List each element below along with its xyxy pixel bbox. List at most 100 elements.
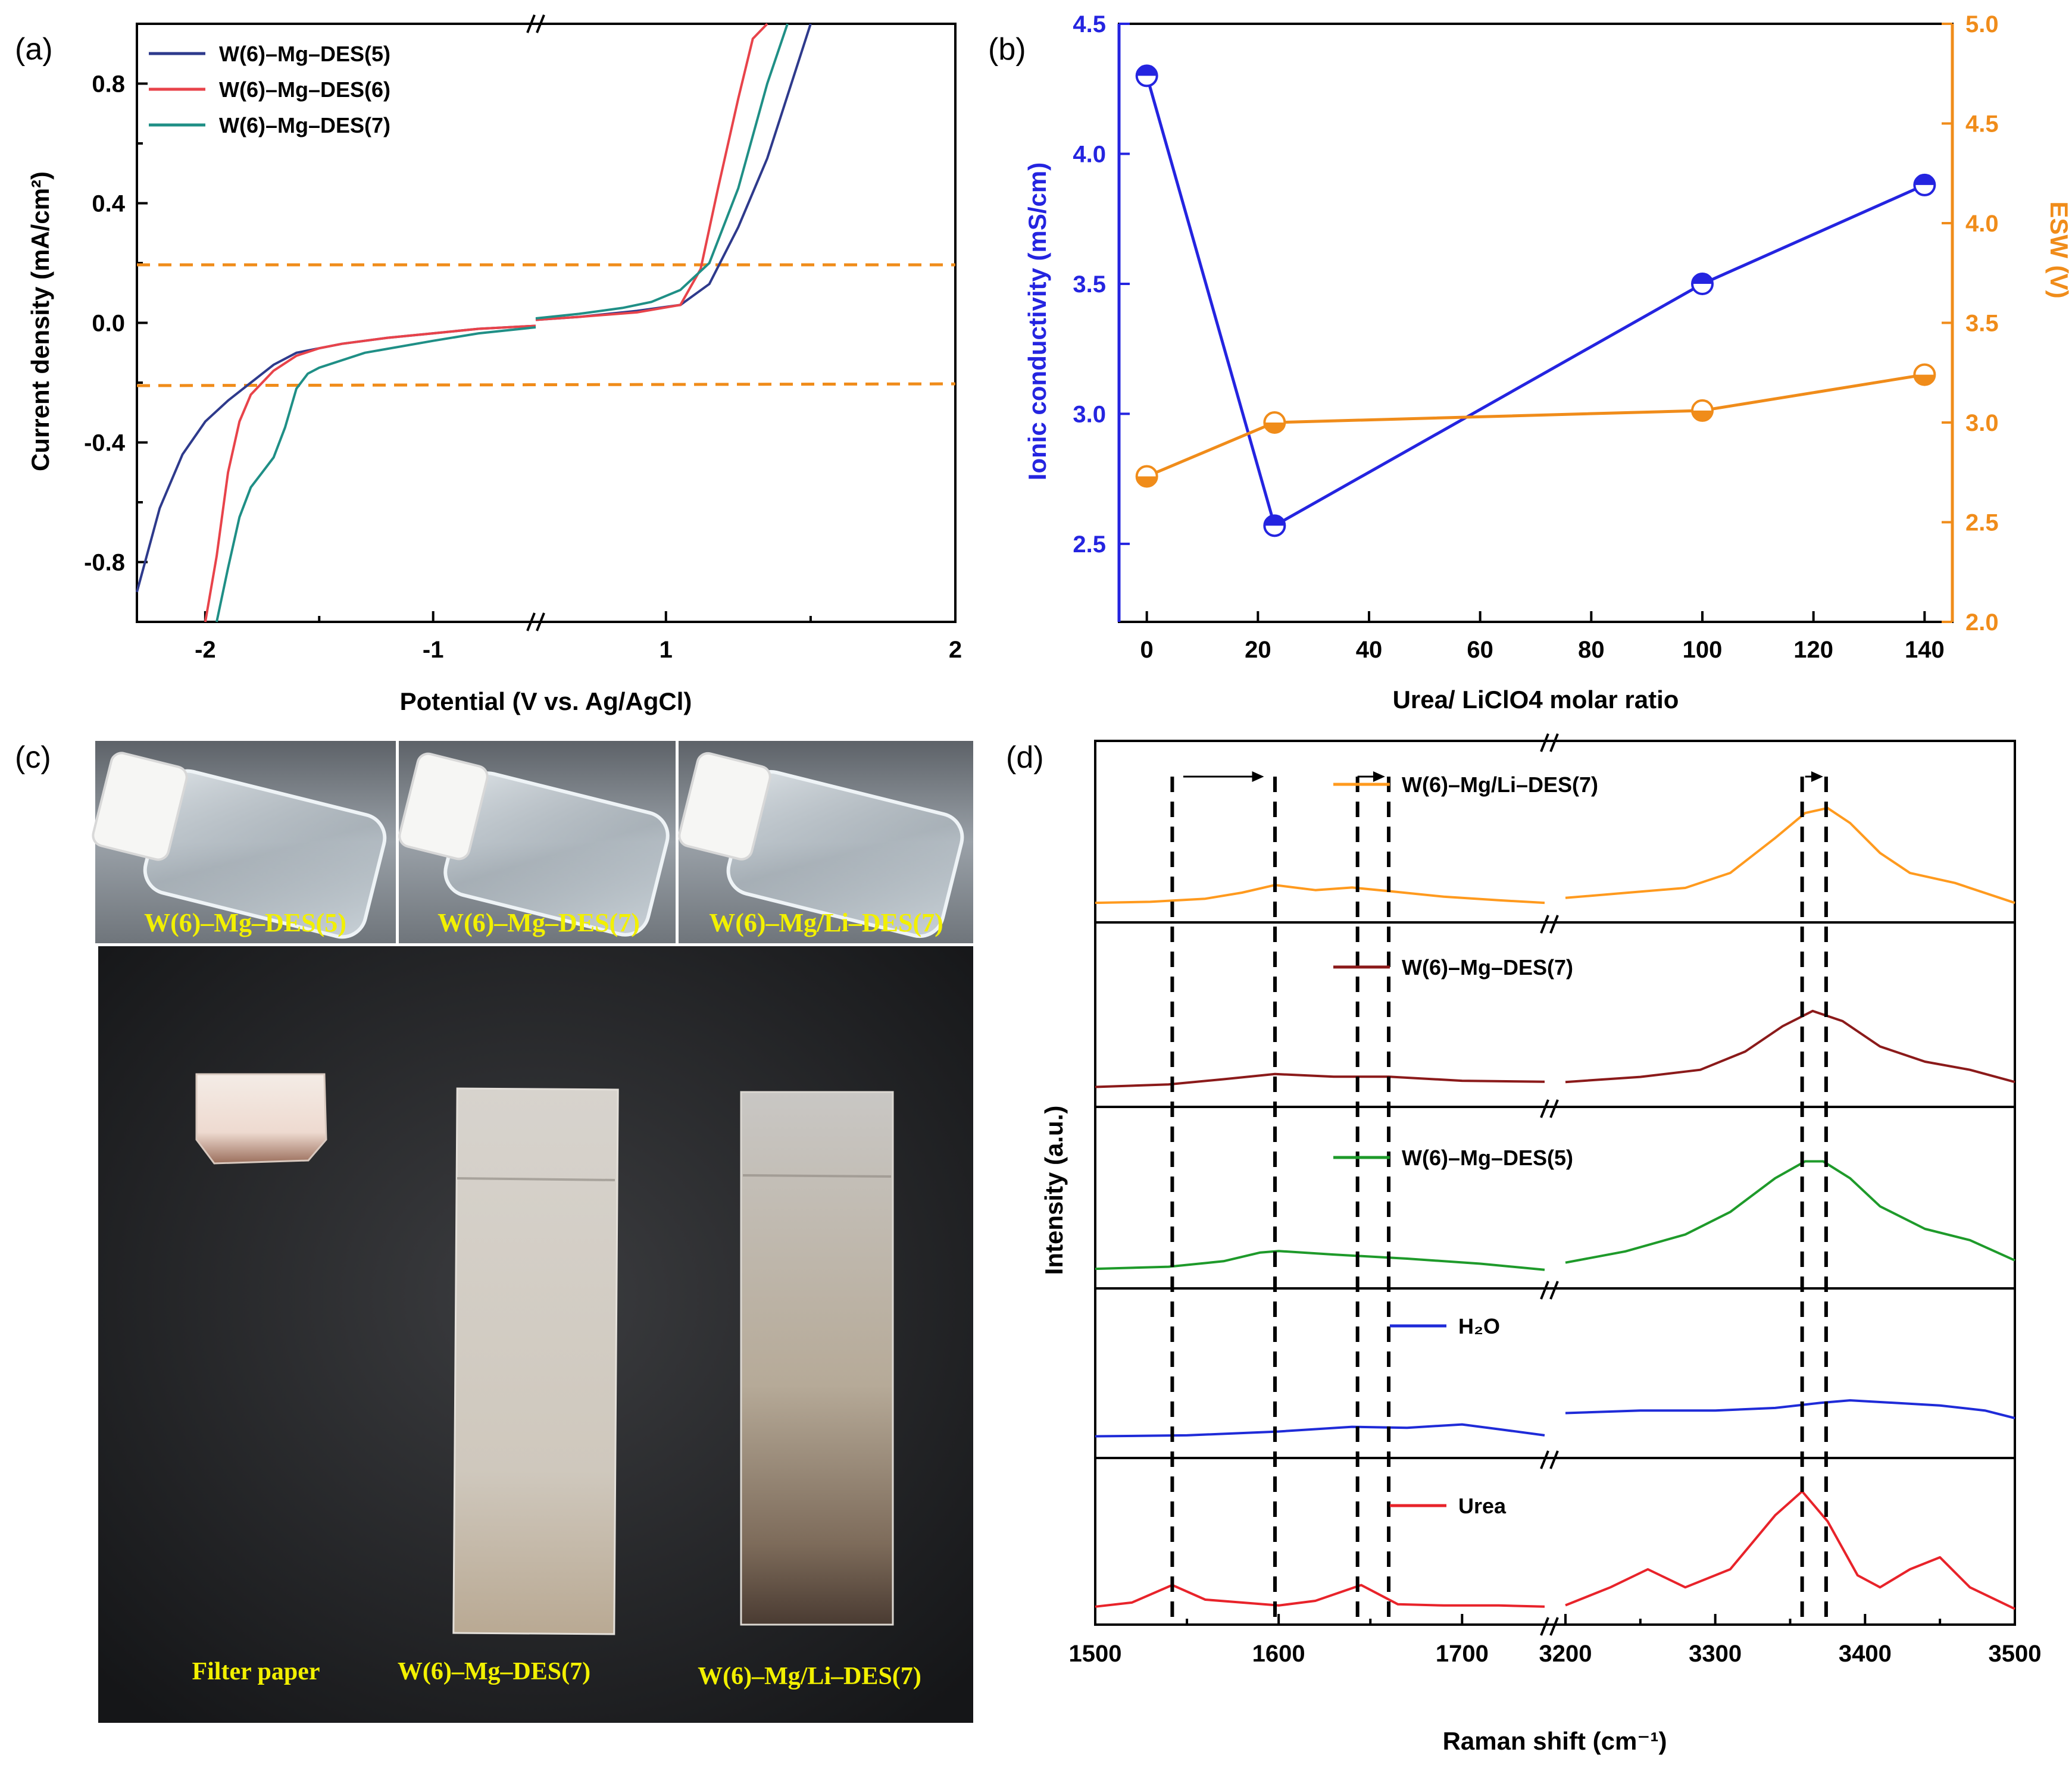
strip-label-mg-des7: W(6)–Mg–DES(7) [398,1658,590,1685]
panel-b-x-tick-label: 0 [1140,637,1154,663]
panel-d-break-mark [1549,915,1559,934]
panel-d-shift-arrows [1183,771,1823,782]
panel-b-marker [1691,399,1714,422]
panel-a-threshold-lower [136,382,956,387]
vial-label-3: W(6)–Mg/Li–DES(7) [709,908,943,937]
panel-d-series-label: W(6)–Mg–DES(7) [1402,955,1573,980]
panel-b-series-line-2 [1146,373,1925,478]
panel-d-ylabel: Intensity (a.u.) [1040,1106,1068,1275]
panel-b-y-axis-right: 2.0 2.5 3.0 3.5 4.0 4.5 5.0 [1942,11,1999,636]
panel-d-series-2-left [1095,1072,1545,1088]
panel-letter-a: (a) [15,32,53,67]
panel-d-series-2-right [1565,1009,2015,1084]
panel-b-marker [1263,514,1286,537]
panel-b-left-tick-label: 3.5 [1073,271,1106,298]
panel-b-x-axis: 0 20 40 60 80 100 120 140 [1140,611,1945,663]
panel-d-frame [1094,740,2016,1626]
panel-a-legend-label: W(6)–Mg–DES(7) [219,113,390,137]
panel-b-left-tick-label: 4.0 [1073,141,1106,167]
panel-d-x-tick-label: 3300 [1689,1641,1742,1667]
panel-a-legend: W(6)–Mg–DES(5) W(6)–Mg–DES(6) W(6)–Mg–DES(… [149,42,390,137]
panel-d-break-mark [1540,1281,1549,1300]
strip-label-mg-li-des7: W(6)–Mg/Li–DES(7) [698,1663,921,1690]
panel-d-break-mark [1540,1617,1549,1636]
panel-b-right-tick-label: 2.5 [1965,510,1999,536]
strip-mg-des7 [452,1087,619,1635]
panel-a-series [136,23,812,622]
panel-b-right-tick-label: 3.0 [1965,410,1999,436]
panel-b-xlabel: Urea/ LiClO4 molar ratio [1393,686,1679,714]
panel-b-frame [1118,23,1954,623]
panel-b-right-tick-label: 4.0 [1965,211,1999,237]
panel-d-series-label: W(6)–Mg/Li–DES(7) [1402,772,1598,797]
vial-photo-2: W(6)–Mg–DES(7) [398,741,676,943]
panel-b-marker [1913,363,1936,386]
panel-a-y-tick-label: 0.8 [92,71,125,98]
panel-a-y-tick-label: -0.8 [84,550,125,576]
panel-d-x-tick-label: 1700 [1436,1641,1489,1667]
panel-d-shift-arrow [1357,771,1385,782]
panel-d-series-label: Urea [1458,1494,1507,1518]
panel-a-x-tick-label: -2 [195,637,216,663]
panel-d-dashed-markers [1170,777,1828,1625]
panel-d-x-tick-label: 3500 [1989,1641,2042,1667]
panel-b-series [1135,64,1936,537]
panel-d-shift-arrow [1183,771,1264,782]
panel-a-break-bot-2 [536,612,545,631]
panel-a-cv-chart: -0.8-0.40.00.40.8 -2 -1 1 2 W(6)–Mg–DES(5)W… [26,14,962,715]
panel-b-right-tick-label: 5.0 [1965,11,1999,37]
panel-d-axis-breaks [1540,733,1559,1636]
panel-d-break-mark [1549,1281,1559,1300]
panel-b-left-tick-label: 4.5 [1073,11,1106,37]
panel-a-break-top-2 [536,14,545,33]
panel-d-series-label: H₂O [1458,1314,1500,1338]
panel-a-series-line-3-cathodic [215,326,536,622]
strip-mg-li-des7-crease [742,1174,892,1178]
panel-a-ylabel: Current density (mA/cm²) [26,171,54,471]
vial-photo-1: W(6)–Mg–DES(5) [92,741,396,943]
panel-d-raman-chart: 1500 1600 1700 3200 3300 3400 3500 W(6)–Mg/Li–… [1040,733,2042,1755]
panel-d-x-tick-label: 3200 [1539,1641,1592,1667]
panel-letter-b: (b) [988,32,1026,67]
panel-letter-d: (d) [1006,740,1044,775]
panel-b-marker [1913,173,1936,196]
panel-d-series-3-right [1565,1160,2015,1264]
panel-b-marker [1135,64,1158,87]
panel-d-series-label: W(6)–Mg–DES(5) [1402,1146,1573,1170]
panel-d-xlabel: Raman shift (cm⁻¹) [1443,1727,1667,1755]
panel-a-x-tick-label: -1 [423,637,444,663]
panel-b-x-tick-label: 100 [1683,637,1723,663]
panel-d-stack-dividers [1095,921,2015,1459]
strip-label-filter-paper: Filter paper [192,1658,320,1685]
panel-b-x-tick-label: 60 [1467,637,1493,663]
panel-a-y-axis: -0.8 -0.4 0.0 0.4 0.8 [84,71,148,576]
panel-d-shift-arrow [1805,771,1823,782]
panel-b-x-tick-label: 40 [1356,637,1383,663]
panel-b-right-tick-label: 2.0 [1965,609,1999,636]
panel-b-x-tick-label: 120 [1793,637,1833,663]
panel-d-series-4-right [1565,1399,2015,1419]
panel-d-series-4-left [1095,1423,1545,1438]
panel-a-x-tick-label: 1 [660,637,673,663]
panel-letter-c: (c) [15,740,51,775]
panel-b-conductivity-chart: 2.5 3.0 3.5 4.0 4.5 2.0 2.5 3.0 3.5 4.0 4.5 5.0 0 2… [1023,11,2072,714]
panel-a-break-bot-1 [526,612,536,631]
panel-a-y-tick-label: 0.4 [92,191,125,217]
panel-b-left-tick-label: 3.0 [1073,401,1106,427]
panel-d-break-mark [1549,1099,1559,1118]
panel-a-legend-label: W(6)–Mg–DES(6) [219,77,390,102]
panel-a-series-line-1-cathodic [136,324,536,593]
panel-a-legend-label: W(6)–Mg–DES(5) [219,42,390,66]
panel-a-series-line-2-anodic [535,23,768,321]
panel-d-series-5-right [1565,1490,2015,1610]
panel-d-series-5-left [1095,1584,1545,1608]
panel-a-xlabel: Potential (V vs. Ag/AgCl) [400,687,692,715]
panel-b-series-line-1 [1145,75,1926,528]
panel-d-break-mark [1549,1617,1559,1636]
panel-b-x-tick-label: 140 [1905,637,1945,663]
panel-d-series-labels: W(6)–Mg/Li–DES(7) W(6)–Mg–DES(7) W(6)–Mg–D… [1333,772,1598,1518]
panel-a-x-tick-label: 2 [949,637,962,663]
panel-a-y-tick-label: 0.0 [92,311,125,337]
panel-b-ylabel-left: Ionic conductivity (mS/cm) [1023,162,1051,480]
panel-a-series-line-2-cathodic [204,324,536,622]
